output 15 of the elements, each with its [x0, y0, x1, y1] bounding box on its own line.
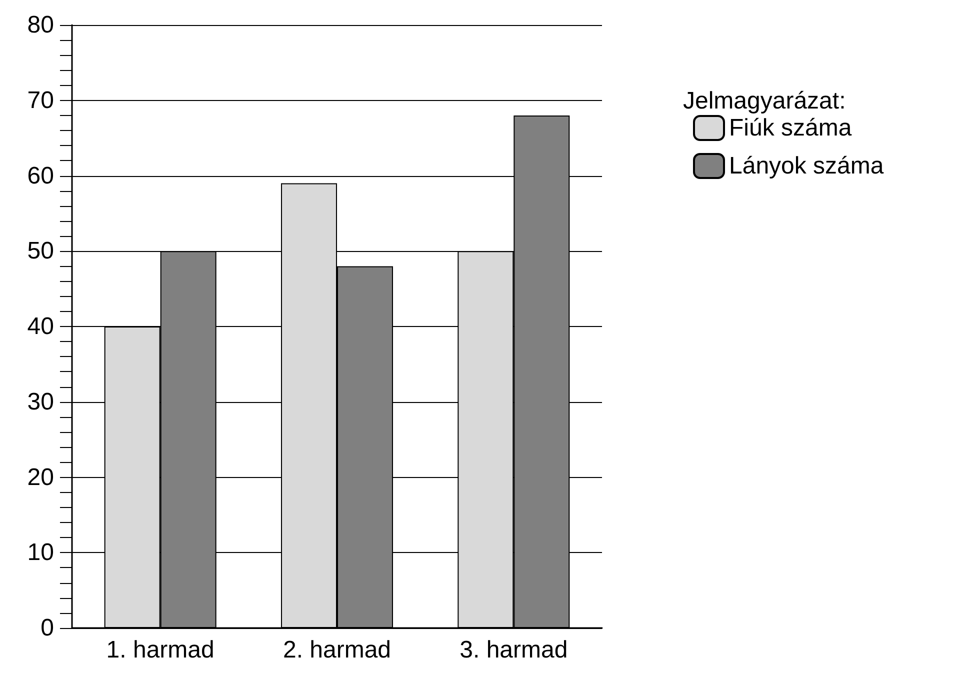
y-tick-label: 80: [27, 12, 54, 38]
legend-label: Lányok száma: [729, 152, 884, 180]
y-tick-label: 10: [27, 539, 54, 566]
y-tick-label: 20: [27, 464, 54, 491]
x-tick-label: 2. harmad: [282, 636, 392, 664]
y-tick-label: 0: [40, 614, 54, 642]
y-tick-label: 40: [27, 313, 54, 340]
y-tick-label: 60: [27, 162, 54, 190]
x-tick-label: 3. harmad: [460, 636, 568, 664]
y-tick-label: 70: [27, 86, 54, 114]
x-tick-label: 1. harmad: [106, 636, 214, 664]
legend-label: Fiúk száma: [729, 114, 852, 142]
y-tick-label: 50: [27, 238, 54, 265]
legend-title: Jelmagyarázat:: [683, 88, 846, 114]
y-tick-label: 30: [27, 388, 54, 416]
